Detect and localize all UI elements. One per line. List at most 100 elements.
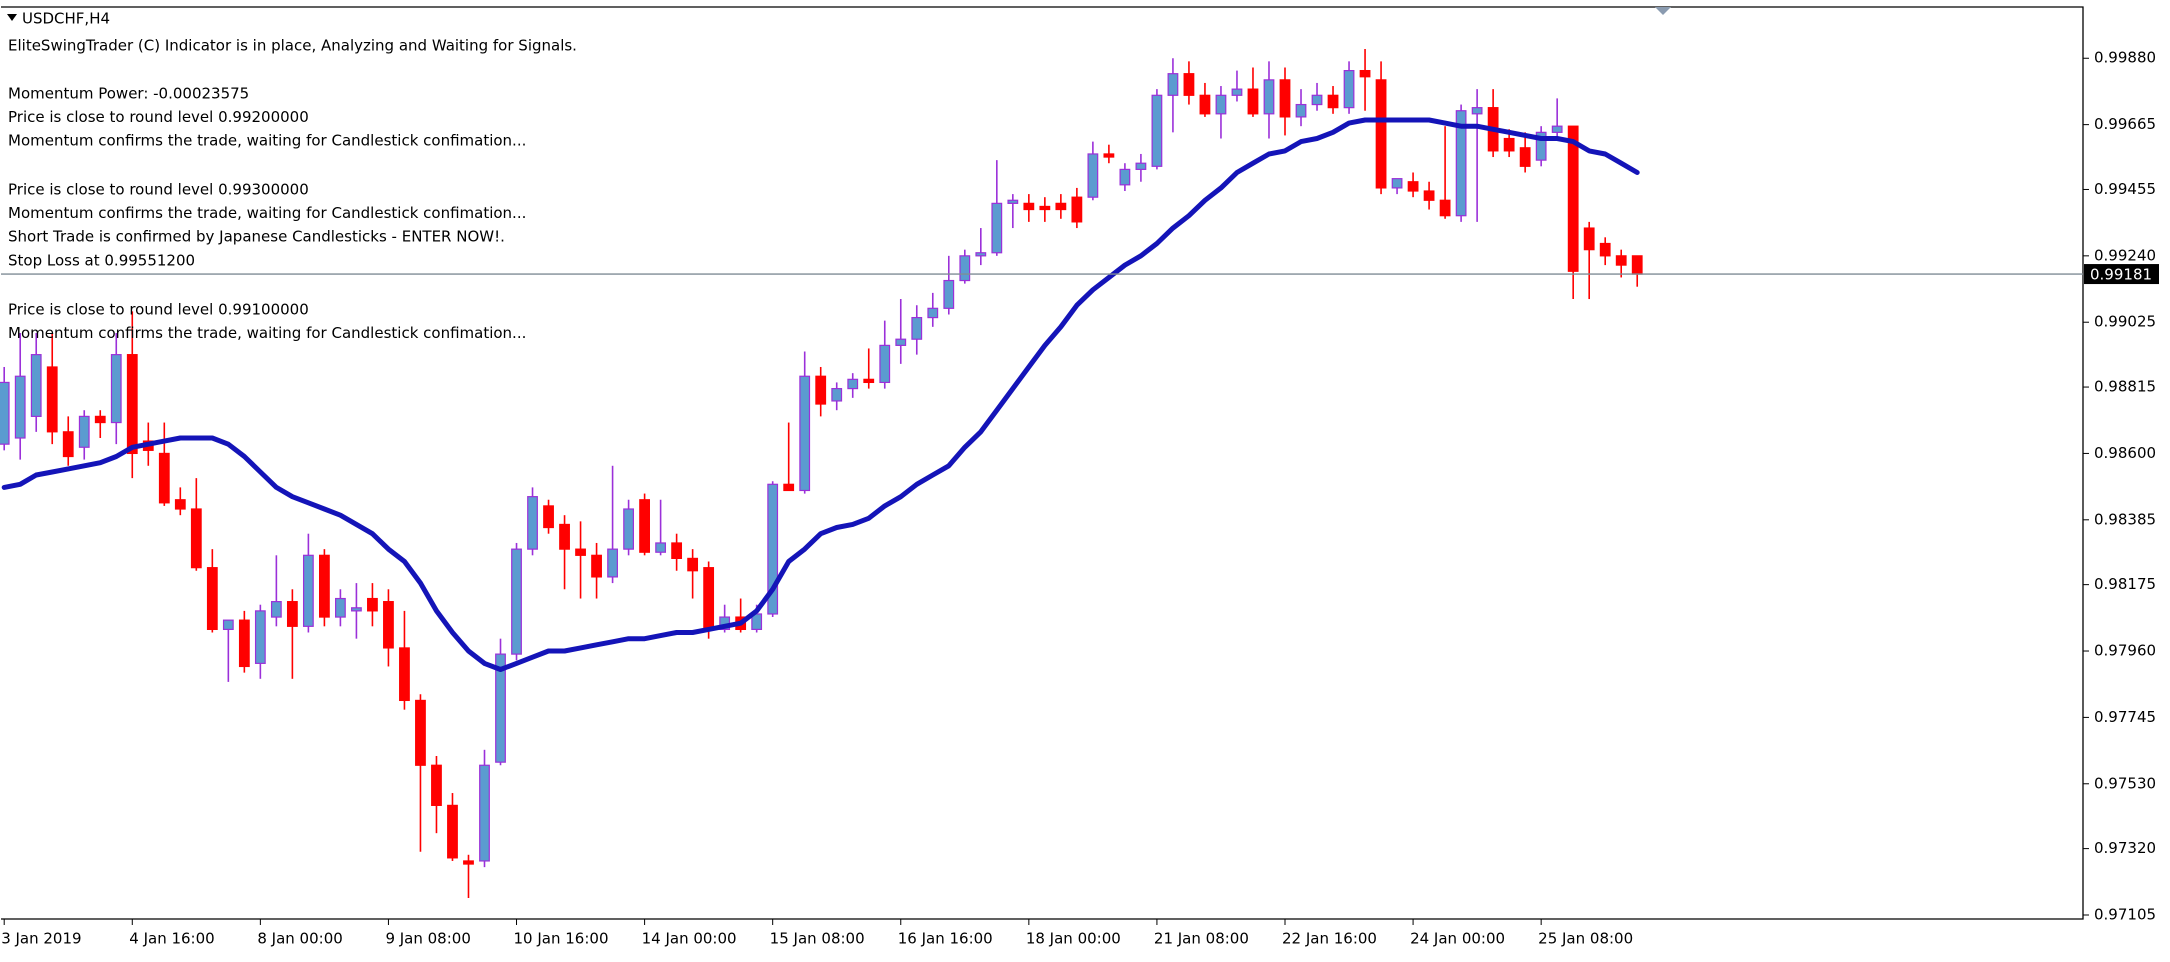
candle-body: [975, 252, 987, 257]
candle-body: [559, 523, 570, 550]
candle-body: [1295, 103, 1307, 118]
candle-body: [911, 316, 923, 340]
y-tick-label: 0.99455: [2094, 180, 2156, 198]
candle-body: [1631, 255, 1643, 275]
candle-body: [1039, 205, 1051, 211]
indicator-message: Short Trade is confirmed by Japanese Can…: [8, 228, 505, 246]
candle-body: [815, 375, 827, 405]
candle-body: [1423, 190, 1435, 201]
y-tick-label: 0.99025: [2094, 313, 2156, 331]
x-tick-label: 3 Jan 2019: [1, 930, 81, 948]
candle-body: [463, 860, 474, 865]
candle-body: [1471, 107, 1483, 115]
candle-body: [863, 378, 875, 384]
indicator-message: Stop Loss at 0.99551200: [8, 251, 195, 269]
candle-body: [799, 375, 811, 492]
candle-body: [1119, 168, 1131, 186]
indicator-message: Momentum confirms the trade, waiting for…: [8, 204, 526, 222]
indicator-message: Momentum confirms the trade, waiting for…: [8, 324, 526, 342]
candle-body: [607, 548, 618, 578]
candle-body: [1103, 153, 1115, 158]
candle-body: [1583, 227, 1595, 251]
candle-body: [1055, 202, 1067, 211]
candle-body: [879, 344, 891, 384]
candle-body: [687, 557, 699, 572]
candle-body: [671, 542, 683, 559]
indicator-message: Price is close to round level 0.99100000: [8, 301, 309, 319]
candle-body: [1503, 137, 1515, 152]
candle-body: [511, 548, 522, 655]
candle-body: [1615, 255, 1627, 266]
candle-body: [1343, 69, 1355, 109]
y-tick-label: 0.98385: [2094, 510, 2156, 528]
candle-body: [591, 554, 602, 578]
x-tick-label: 25 Jan 08:00: [1538, 930, 1633, 948]
candle-body: [1327, 94, 1339, 109]
candle-body: [1391, 178, 1403, 189]
y-tick-label: 0.99880: [2094, 49, 2156, 67]
candle-body: [1247, 88, 1259, 115]
candle-body: [1439, 199, 1451, 217]
candle-body: [1279, 79, 1291, 118]
y-tick-label: 0.99240: [2094, 246, 2156, 264]
candle-body: [623, 508, 634, 550]
x-tick-label: 8 Jan 00:00: [257, 930, 342, 948]
candle-body: [78, 415, 90, 448]
candle-body: [783, 483, 795, 492]
indicator-message: Momentum Power: -0.00023575: [8, 85, 249, 103]
candle-body: [415, 699, 426, 766]
candle-body: [1135, 162, 1147, 170]
candle-body: [1455, 110, 1467, 217]
chart-shift-marker[interactable]: [1655, 7, 1671, 15]
candle-body: [1407, 181, 1419, 192]
candle-body: [431, 764, 442, 806]
candle-body: [46, 366, 58, 433]
candle-body: [575, 548, 586, 556]
candle-body: [254, 610, 266, 664]
candle-body: [1199, 94, 1211, 115]
y-tick-label: 0.98175: [2094, 575, 2156, 593]
y-tick-label: 0.99665: [2094, 115, 2156, 133]
x-tick-label: 4 Jan 16:00: [129, 930, 214, 948]
candle-body: [94, 415, 106, 424]
candle-body: [1151, 94, 1163, 167]
candle-body: [110, 354, 122, 424]
candle-body: [543, 505, 554, 529]
candle-body: [479, 764, 490, 862]
x-tick-label: 16 Jan 16:00: [898, 930, 993, 948]
moving-average: [1, 117, 1640, 672]
collapse-arrow[interactable]: [7, 14, 17, 21]
candle-body: [1359, 69, 1371, 78]
candle-body: [655, 542, 667, 553]
candle-body: [206, 567, 218, 631]
candle-body: [447, 804, 458, 859]
x-tick-label: 14 Jan 00:00: [642, 930, 737, 948]
candle-body: [943, 279, 955, 309]
candle-body: [1375, 79, 1387, 189]
candle-body: [383, 601, 394, 649]
candle-body: [639, 499, 650, 553]
candle-body: [222, 619, 234, 631]
candle-body: [1231, 88, 1243, 96]
y-tick-label: 0.98815: [2094, 378, 2156, 396]
candle-body: [1183, 73, 1195, 96]
candle-body: [126, 354, 138, 455]
candle-body: [767, 483, 779, 615]
x-tick-label: 10 Jan 16:00: [514, 930, 609, 948]
candle-body: [1215, 94, 1227, 115]
candle-body: [991, 202, 1003, 254]
candle-body: [927, 307, 939, 319]
candle-body: [1551, 125, 1563, 133]
candle-body: [30, 354, 42, 417]
candle-body: [847, 378, 859, 390]
candle-body: [238, 619, 250, 668]
x-tick-label: 21 Jan 08:00: [1154, 930, 1249, 948]
candle-body: [174, 499, 186, 510]
indicator-message: Price is close to round level 0.99200000: [8, 108, 309, 126]
candle-body: [495, 653, 506, 763]
candle-body: [831, 387, 843, 402]
y-tick-label: 0.97530: [2094, 774, 2156, 792]
